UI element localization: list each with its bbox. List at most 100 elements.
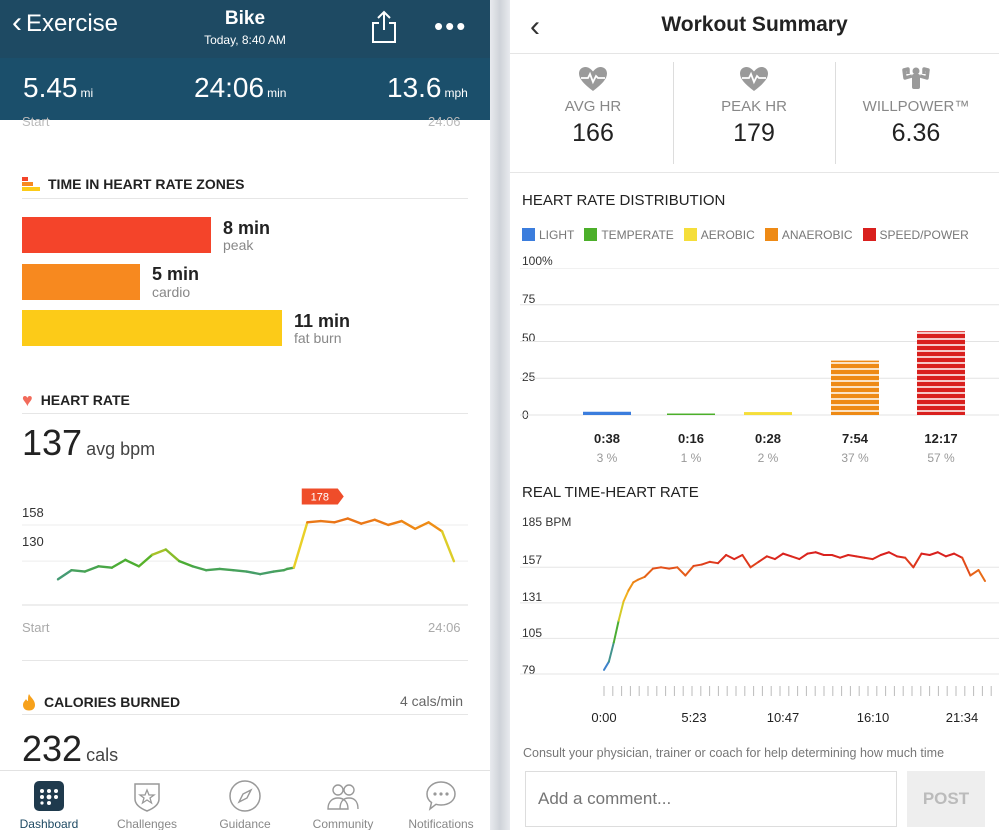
share-icon[interactable] bbox=[371, 10, 397, 44]
dist-pct-label: 57 % bbox=[927, 451, 955, 465]
distance-stat: 5.45 mi bbox=[23, 72, 93, 104]
dashboard-icon bbox=[34, 781, 64, 811]
dist-pct-label: 3 % bbox=[596, 451, 618, 465]
avg-bpm-value: 137 bbox=[22, 422, 83, 463]
hr-y-label-130: 130 bbox=[22, 534, 44, 549]
realtime-segment bbox=[765, 555, 776, 561]
summary-header: ‹ Workout Summary bbox=[510, 0, 999, 54]
tab-challenges[interactable]: Challenges bbox=[98, 771, 196, 830]
dist-time-label: 7:54 bbox=[841, 431, 869, 446]
zone-value-cardio: 5 min bbox=[152, 264, 200, 284]
challenges-icon bbox=[134, 783, 160, 812]
heart-rate-segment bbox=[218, 567, 235, 572]
heart-rate-segment bbox=[292, 521, 309, 569]
zone-value-fat-burn: 11 min bbox=[294, 311, 351, 331]
realtime-segment bbox=[871, 553, 882, 561]
duration-stat: 24:06 min bbox=[194, 72, 286, 104]
divider bbox=[22, 413, 468, 414]
heart-rate-segment bbox=[70, 569, 87, 573]
realtime-segment bbox=[684, 564, 695, 577]
distance-unit: mi bbox=[80, 86, 94, 100]
tab-label: Community bbox=[312, 817, 374, 830]
realtime-segment bbox=[896, 555, 907, 559]
realtime-segment bbox=[637, 575, 646, 581]
exercise-title: Bike Today, 8:40 AM bbox=[0, 8, 490, 47]
dist-bar-fill bbox=[667, 413, 715, 415]
dist-bar-fill bbox=[583, 410, 631, 415]
panel-divider bbox=[490, 0, 510, 830]
dist-bar bbox=[744, 412, 792, 415]
peak-badge: 178 bbox=[301, 488, 344, 505]
post-button[interactable]: POST bbox=[907, 771, 985, 827]
tab-notifications[interactable]: Notifications bbox=[392, 771, 490, 830]
calories-heading: CALORIES BURNED bbox=[22, 693, 180, 711]
heart-rate-segment bbox=[124, 558, 141, 568]
realtime-segment bbox=[961, 556, 972, 577]
realtime-segment bbox=[830, 553, 842, 559]
distribution-chart bbox=[520, 268, 999, 416]
dist-bar-fill bbox=[917, 331, 965, 415]
heart-rate-segment bbox=[373, 518, 390, 527]
legend-label: AEROBIC bbox=[700, 228, 755, 242]
zones-heading: TIME IN HEART RATE ZONES bbox=[22, 176, 245, 192]
realtime-segment bbox=[920, 552, 931, 556]
rt-x-label: 16:10 bbox=[856, 710, 890, 725]
calories-title: CALORIES BURNED bbox=[44, 694, 181, 710]
dist-pct-label: 1 % bbox=[680, 451, 702, 465]
heart-pulse-icon bbox=[740, 67, 768, 91]
dist-pct-label: 2 % bbox=[757, 451, 779, 465]
page-title: Workout Summary bbox=[661, 13, 848, 36]
heart-rate-segment bbox=[272, 569, 285, 573]
heart-pulse-icon bbox=[579, 67, 607, 91]
calories-value: 232 bbox=[22, 728, 83, 769]
dist-time-label: 0:38 bbox=[593, 431, 621, 446]
heart-rate-segment bbox=[245, 570, 262, 576]
distribution-title: HEART RATE DISTRIBUTION bbox=[522, 192, 726, 209]
divider bbox=[22, 660, 468, 661]
tab-label: Notifications bbox=[408, 817, 474, 830]
legend-speed-power: SPEED/POWER bbox=[862, 228, 969, 242]
rt-y-label: 105 bbox=[522, 626, 543, 640]
hr-x-start: Start bbox=[22, 620, 50, 635]
compass-icon bbox=[229, 780, 261, 812]
tab-community[interactable]: Community bbox=[294, 771, 392, 830]
duration-value: 24:06 bbox=[194, 72, 265, 103]
realtime-segment bbox=[969, 569, 980, 577]
comment-input[interactable] bbox=[525, 771, 897, 827]
legend-label: TEMPERATE bbox=[601, 228, 674, 242]
back-chevron-icon[interactable]: ‹ bbox=[530, 10, 540, 43]
rt-x-label: 21:34 bbox=[945, 710, 979, 725]
realtime-segment bbox=[798, 552, 809, 561]
exercise-name: Bike bbox=[224, 8, 266, 29]
legend-label: ANAEROBIC bbox=[781, 228, 853, 242]
heart-rate-segment bbox=[258, 570, 275, 576]
zones-icon bbox=[22, 177, 40, 191]
avg-hr-label: AVG HR bbox=[564, 98, 622, 115]
legend-light: LIGHT bbox=[522, 228, 574, 242]
dist-bar bbox=[583, 410, 631, 415]
rt-x-label: 5:23 bbox=[681, 710, 707, 725]
realtime-segment bbox=[806, 551, 817, 555]
dist-time-label: 0:28 bbox=[754, 431, 782, 446]
heart-rate-segment bbox=[346, 517, 363, 525]
dist-time-label: 0:16 bbox=[677, 431, 705, 446]
heart-rate-segment bbox=[205, 567, 221, 572]
tab-guidance[interactable]: Guidance bbox=[196, 771, 294, 830]
realtime-segment bbox=[627, 581, 635, 592]
realtime-segment bbox=[612, 619, 620, 644]
community-icon bbox=[327, 784, 359, 810]
dist-time-label: 12:17 bbox=[924, 431, 958, 446]
realtime-segment bbox=[912, 552, 923, 569]
more-options-icon[interactable]: ••• bbox=[434, 11, 468, 41]
peak-hr-stat: PEAK HR 179 bbox=[673, 64, 835, 148]
legend-label: LIGHT bbox=[539, 228, 575, 242]
legend-temperate: TEMPERATE bbox=[584, 228, 674, 242]
back-button[interactable]: ‹ Exercise bbox=[12, 7, 118, 38]
heart-rate-chart: 178 bbox=[22, 488, 468, 606]
legend-label: SPEED/POWER bbox=[879, 228, 969, 242]
zone-label-cardio: cardio bbox=[152, 284, 191, 300]
tab-dashboard[interactable]: Dashboard bbox=[0, 771, 98, 830]
exercise-time: Today, 8:40 AM bbox=[204, 33, 286, 47]
realtime-segment bbox=[716, 553, 728, 565]
zone-bar-fat-burn bbox=[22, 310, 282, 346]
